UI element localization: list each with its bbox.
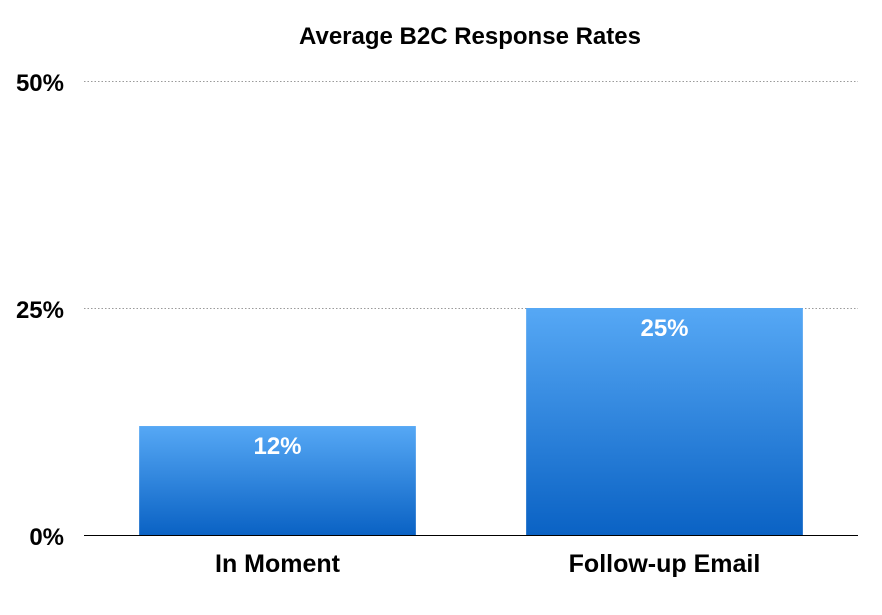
x-category-label: Follow-up Email [569, 550, 761, 578]
bar [139, 426, 416, 535]
y-tick-label: 0% [29, 524, 64, 551]
x-axis-categories: In Moment Follow-up Email [215, 550, 760, 578]
data-labels: 12% 25% [253, 315, 688, 460]
bar-data-label: 12% [253, 433, 301, 460]
chart-title: Average B2C Response Rates [299, 23, 641, 50]
bars [139, 308, 803, 535]
x-category-label: In Moment [215, 550, 341, 578]
bar-data-label: 25% [640, 315, 688, 342]
y-axis-ticks: 0% 25% 50% [16, 70, 64, 551]
y-tick-label: 25% [16, 297, 64, 324]
gridlines [84, 81, 858, 309]
y-tick-label: 50% [16, 70, 64, 97]
bar [526, 308, 803, 535]
